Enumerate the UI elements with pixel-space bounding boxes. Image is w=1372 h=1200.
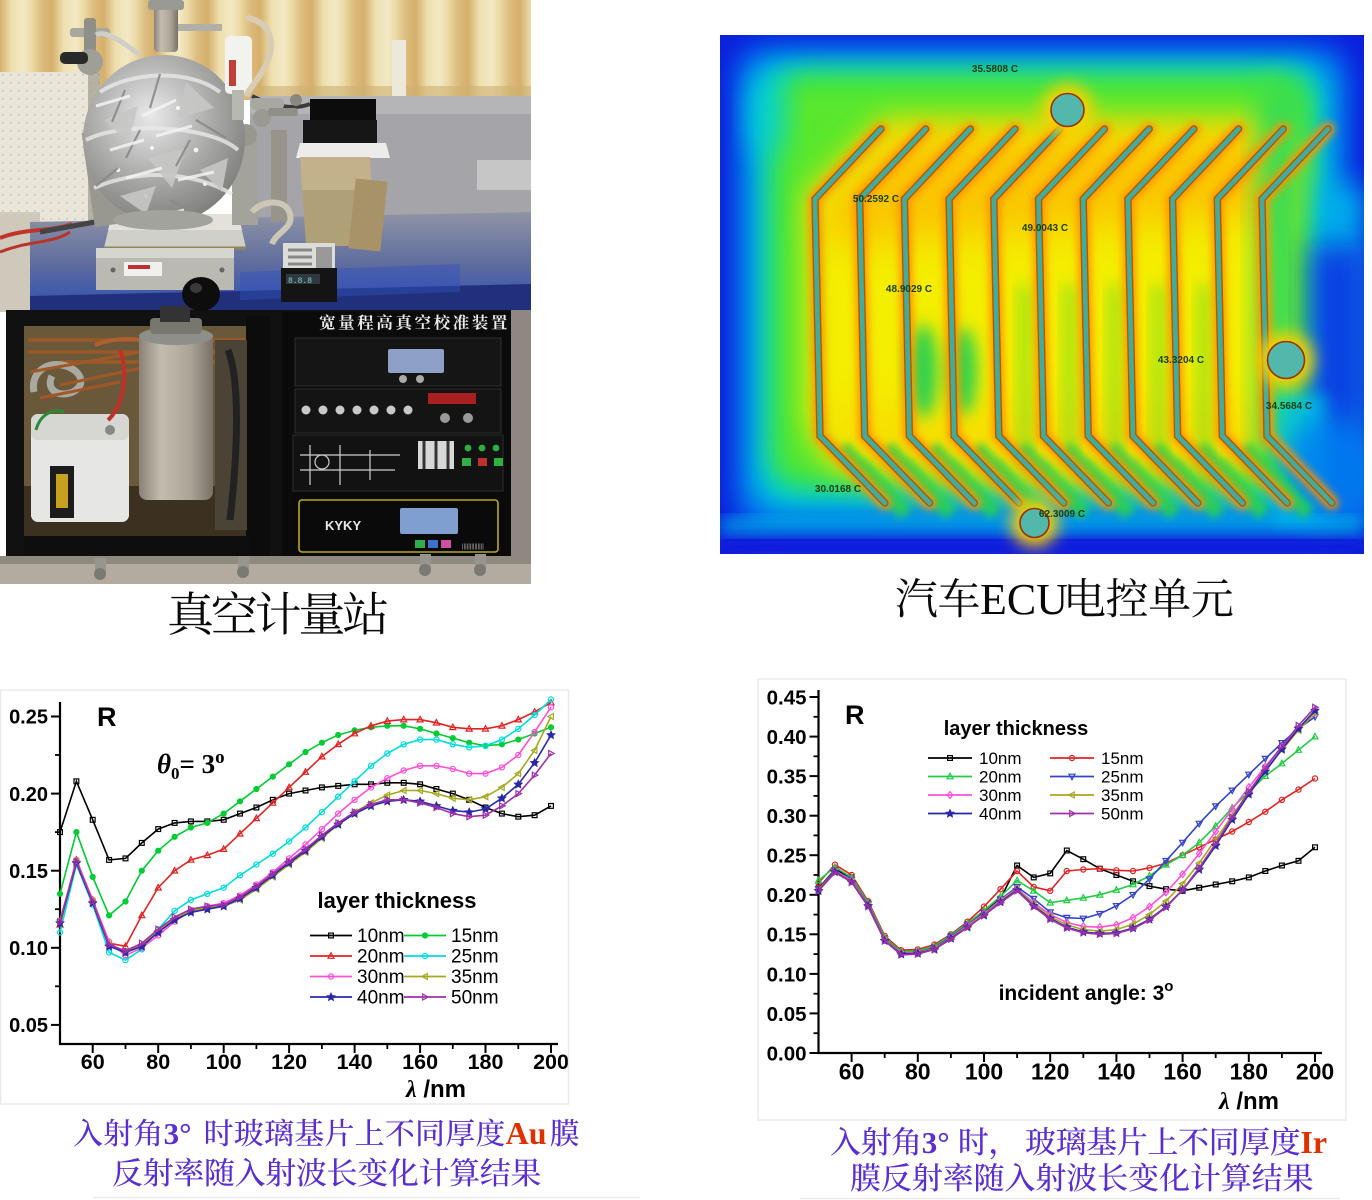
svg-text:10nm: 10nm [979, 749, 1022, 768]
svg-text:80: 80 [905, 1058, 931, 1084]
svg-text:30nm: 30nm [979, 786, 1022, 805]
svg-text:30nm: 30nm [357, 967, 405, 988]
svg-text:10nm: 10nm [357, 926, 405, 947]
svg-text:λ /nm: λ /nm [405, 1076, 466, 1103]
svg-text:25nm: 25nm [451, 947, 499, 968]
svg-text:0.20: 0.20 [9, 784, 48, 806]
svg-text:0.45: 0.45 [767, 686, 807, 709]
svg-text:0.25: 0.25 [767, 845, 807, 868]
svg-text:incident angle: 3o: incident angle: 3o [999, 978, 1174, 1005]
svg-text:50nm: 50nm [451, 988, 499, 1009]
svg-text:20nm: 20nm [357, 947, 405, 968]
svg-text:49.0043 C: 49.0043 C [1022, 223, 1068, 234]
svg-text:30.0168 C: 30.0168 C [815, 484, 861, 495]
svg-text:0.05: 0.05 [9, 1015, 48, 1037]
svg-text:R: R [97, 702, 117, 732]
svg-text:100: 100 [206, 1050, 242, 1074]
svg-text:40nm: 40nm [357, 988, 405, 1009]
svg-text:25nm: 25nm [1101, 768, 1144, 787]
svg-text:layer thickness: layer thickness [944, 718, 1089, 740]
svg-text:0.05: 0.05 [767, 1003, 807, 1026]
svg-text:60: 60 [839, 1058, 865, 1084]
svg-text:ECU: ECU [980, 575, 1068, 624]
svg-text:35nm: 35nm [1101, 786, 1144, 805]
svg-text:160: 160 [1163, 1058, 1201, 1084]
svg-text:0.35: 0.35 [767, 766, 807, 789]
svg-text:KYKY: KYKY [325, 518, 361, 533]
svg-text:Ir: Ir [1300, 1124, 1327, 1160]
svg-text:180: 180 [468, 1050, 504, 1074]
svg-text:160: 160 [402, 1050, 438, 1074]
svg-text:62.3009 C: 62.3009 C [1039, 509, 1085, 520]
svg-text:15nm: 15nm [1101, 749, 1144, 768]
svg-text:0.15: 0.15 [9, 861, 48, 883]
svg-text:40nm: 40nm [979, 805, 1022, 824]
svg-text:35.5808 C: 35.5808 C [972, 64, 1018, 75]
svg-text:140: 140 [337, 1050, 373, 1074]
svg-text:8.8.8: 8.8.8 [288, 277, 312, 286]
svg-text:60: 60 [81, 1050, 105, 1074]
svg-text:15nm: 15nm [451, 926, 499, 947]
svg-text:200: 200 [1296, 1058, 1334, 1084]
svg-text:34.5684 C: 34.5684 C [1266, 401, 1312, 412]
svg-text:3°: 3° [922, 1125, 950, 1160]
svg-text:0.10: 0.10 [767, 963, 807, 986]
svg-text:0.10: 0.10 [9, 938, 48, 960]
svg-text:80: 80 [146, 1050, 170, 1074]
svg-text:120: 120 [271, 1050, 307, 1074]
svg-text:0.25: 0.25 [9, 707, 48, 729]
svg-text:100: 100 [965, 1058, 1003, 1084]
svg-text:3°: 3° [164, 1116, 192, 1151]
svg-text:0.30: 0.30 [767, 805, 807, 828]
svg-text:35nm: 35nm [451, 967, 499, 988]
svg-text:0.20: 0.20 [767, 884, 807, 907]
svg-text:50nm: 50nm [1101, 805, 1144, 824]
svg-text:48.9029 C: 48.9029 C [886, 284, 932, 295]
svg-text:θ0= 3o: θ0= 3o [157, 747, 225, 783]
svg-text:0.40: 0.40 [767, 726, 807, 749]
svg-text:20nm: 20nm [979, 768, 1022, 787]
svg-text:0.00: 0.00 [767, 1042, 807, 1065]
svg-text:200: 200 [533, 1050, 569, 1074]
svg-text:43.3204 C: 43.3204 C [1158, 355, 1204, 366]
svg-text:50.2592 C: 50.2592 C [853, 194, 899, 205]
svg-text:Au: Au [506, 1115, 547, 1151]
svg-text:||||||||||||||: |||||||||||||| [462, 544, 484, 550]
svg-text:0.15: 0.15 [767, 924, 807, 947]
svg-text:180: 180 [1230, 1058, 1268, 1084]
svg-text:140: 140 [1097, 1058, 1135, 1084]
svg-text:layer thickness: layer thickness [318, 888, 477, 913]
svg-text:λ /nm: λ /nm [1218, 1088, 1279, 1115]
svg-text:R: R [845, 700, 865, 730]
svg-text:120: 120 [1031, 1058, 1069, 1084]
